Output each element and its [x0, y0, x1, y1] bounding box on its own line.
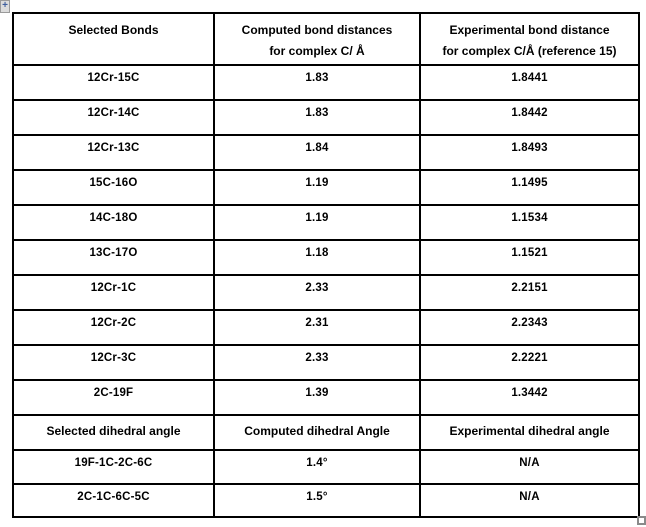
table-row: 12Cr-15C 1.83 1.8441 — [12, 64, 640, 101]
table-move-handle-icon[interactable]: + — [0, 0, 10, 13]
experimental-distance-cell[interactable]: 2.2221 — [419, 344, 640, 381]
table-row: 12Cr-14C 1.83 1.8442 — [12, 99, 640, 136]
computed-distance-cell[interactable]: 1.39 — [213, 379, 421, 416]
experimental-distance-cell[interactable]: 1.8493 — [419, 134, 640, 171]
dihedral-header-row: Selected dihedral angle Computed dihedra… — [12, 414, 640, 451]
column-header-computed-distance[interactable]: Computed bond distances for complex C/ Å — [213, 12, 421, 66]
experimental-distance-cell[interactable]: 1.8442 — [419, 99, 640, 136]
bond-name-cell[interactable]: 12Cr-14C — [12, 99, 215, 136]
header-line: Selected Bonds — [68, 23, 159, 37]
column-header-experimental-distance[interactable]: Experimental bond distance for complex C… — [419, 12, 640, 66]
column-header-selected-dihedral[interactable]: Selected dihedral angle — [12, 414, 215, 451]
column-header-experimental-dihedral[interactable]: Experimental dihedral angle — [419, 414, 640, 451]
header-line: for complex C/Å (reference 15) — [442, 44, 617, 58]
table-row: 12Cr-2C 2.31 2.2343 — [12, 309, 640, 346]
experimental-distance-cell[interactable]: 1.1521 — [419, 239, 640, 276]
table-row: 12Cr-1C 2.33 2.2151 — [12, 274, 640, 311]
bond-name-cell[interactable]: 12Cr-15C — [12, 64, 215, 101]
bond-name-cell[interactable]: 12Cr-13C — [12, 134, 215, 171]
dihedral-name-cell[interactable]: 19F-1C-2C-6C — [12, 449, 215, 485]
computed-distance-cell[interactable]: 2.33 — [213, 344, 421, 381]
bond-name-cell[interactable]: 12Cr-1C — [12, 274, 215, 311]
experimental-dihedral-cell[interactable]: N/A — [419, 483, 640, 518]
bond-name-cell[interactable]: 12Cr-3C — [12, 344, 215, 381]
computed-dihedral-cell[interactable]: 1.4° — [213, 449, 421, 485]
table-row: 2C-19F 1.39 1.3442 — [12, 379, 640, 416]
computed-distance-cell[interactable]: 2.33 — [213, 274, 421, 311]
experimental-distance-cell[interactable]: 2.2151 — [419, 274, 640, 311]
computed-distance-cell[interactable]: 1.83 — [213, 64, 421, 101]
bond-name-cell[interactable]: 12Cr-2C — [12, 309, 215, 346]
header-line: for complex C/ Å — [269, 44, 365, 58]
computed-distance-cell[interactable]: 1.19 — [213, 169, 421, 206]
computed-dihedral-cell[interactable]: 1.5° — [213, 483, 421, 518]
header-line: Computed bond distances — [241, 23, 393, 37]
experimental-distance-cell[interactable]: 1.1495 — [419, 169, 640, 206]
table-row: 13C-17O 1.18 1.1521 — [12, 239, 640, 276]
experimental-dihedral-cell[interactable]: N/A — [419, 449, 640, 485]
column-header-computed-dihedral[interactable]: Computed dihedral Angle — [213, 414, 421, 451]
table-row: 14C-18O 1.19 1.1534 — [12, 204, 640, 241]
column-header-selected-bonds[interactable]: Selected Bonds — [12, 12, 215, 66]
computed-distance-cell[interactable]: 2.31 — [213, 309, 421, 346]
dihedral-name-cell[interactable]: 2C-1C-6C-5C — [12, 483, 215, 518]
table-row: 12Cr-13C 1.84 1.8493 — [12, 134, 640, 171]
bond-name-cell[interactable]: 15C-16O — [12, 169, 215, 206]
table-header-row: Selected Bonds Computed bond distances f… — [12, 12, 640, 66]
table-row: 19F-1C-2C-6C 1.4° N/A — [12, 449, 640, 485]
experimental-distance-cell[interactable]: 2.2343 — [419, 309, 640, 346]
table-row: 2C-1C-6C-5C 1.5° N/A — [12, 483, 640, 518]
bond-name-cell[interactable]: 14C-18O — [12, 204, 215, 241]
bond-distance-table: Selected Bonds Computed bond distances f… — [12, 12, 640, 518]
header-line: Experimental bond distance — [449, 23, 610, 37]
bond-name-cell[interactable]: 13C-17O — [12, 239, 215, 276]
bond-name-cell[interactable]: 2C-19F — [12, 379, 215, 416]
table-resize-handle[interactable] — [637, 516, 646, 525]
computed-distance-cell[interactable]: 1.84 — [213, 134, 421, 171]
computed-distance-cell[interactable]: 1.18 — [213, 239, 421, 276]
computed-distance-cell[interactable]: 1.83 — [213, 99, 421, 136]
experimental-distance-cell[interactable]: 1.1534 — [419, 204, 640, 241]
experimental-distance-cell[interactable]: 1.8441 — [419, 64, 640, 101]
table-row: 15C-16O 1.19 1.1495 — [12, 169, 640, 206]
experimental-distance-cell[interactable]: 1.3442 — [419, 379, 640, 416]
table-row: 12Cr-3C 2.33 2.2221 — [12, 344, 640, 381]
computed-distance-cell[interactable]: 1.19 — [213, 204, 421, 241]
